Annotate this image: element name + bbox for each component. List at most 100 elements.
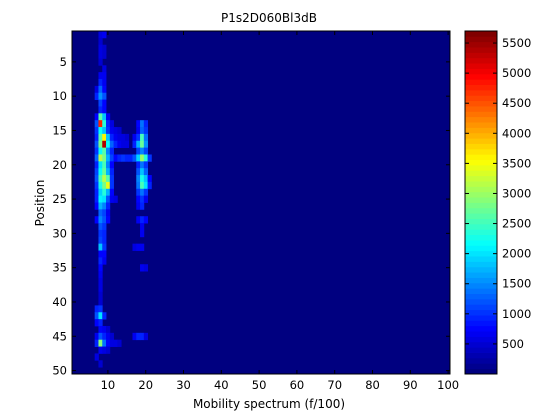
heatmap-cell [113, 140, 118, 149]
heatmap-cell [109, 188, 114, 197]
heatmap-cell [94, 353, 99, 361]
colorbar-band [465, 68, 497, 75]
heatmap-cell [94, 147, 99, 155]
heatmap-cell [136, 188, 141, 197]
heatmap-cell [117, 140, 122, 149]
heatmap-cell [109, 175, 114, 183]
heatmap-cell [140, 195, 145, 203]
colorbar-band [465, 191, 497, 198]
heatmap-cell [140, 168, 145, 176]
heatmap-cell [143, 168, 148, 176]
heatmap-cell [106, 195, 111, 203]
heatmap-cell [136, 161, 141, 169]
heatmap-cell [143, 154, 148, 162]
heatmap-cell [106, 346, 111, 354]
heatmap-cell [102, 332, 107, 341]
chart-title: P1s2D060Bl3dB [221, 11, 317, 25]
heatmap-cell [98, 298, 103, 306]
heatmap-cell [117, 127, 122, 135]
heatmap-cell [98, 291, 103, 299]
heatmap-cell [106, 332, 111, 341]
x-axis-ticks: 10 20 30 40 50 60 70 80 90 100 [101, 31, 459, 392]
heatmap-cell [140, 223, 145, 231]
heatmap-cell [98, 243, 103, 251]
y-tick-label: 45 [52, 329, 67, 343]
colorbar-tick-label: 3500 [502, 156, 531, 170]
colorbar-band [465, 143, 497, 150]
heatmap-cell [143, 188, 148, 197]
heatmap-cell [109, 127, 114, 135]
heatmap-cell [98, 113, 103, 121]
heatmap-cell [136, 332, 141, 341]
heatmap-cell [147, 154, 152, 162]
heatmap-cell [102, 147, 107, 155]
heatmap-cell [98, 325, 103, 334]
colorbar-band [465, 132, 497, 139]
colorbar-band [465, 164, 497, 171]
colorbar-tick-label: 2500 [502, 217, 531, 231]
heatmap-cell [98, 277, 103, 286]
colorbar-band [465, 175, 497, 182]
colorbar-band [465, 111, 497, 118]
colorbar-tick-label: 4500 [502, 96, 531, 110]
heatmap-cell [102, 223, 107, 231]
heatmap-cell [140, 264, 145, 272]
heatmap-cell [98, 168, 103, 176]
heatmap-cell [143, 175, 148, 183]
heatmap-cell [98, 120, 103, 128]
heatmap-cell [102, 346, 107, 354]
heatmap-cell [98, 127, 103, 135]
colorbar-band [465, 84, 497, 91]
colorbar-bands [465, 31, 497, 375]
heatmap-cell [102, 243, 107, 251]
heatmap-cell [102, 51, 107, 59]
heatmap-cell [143, 161, 148, 169]
colorbar-band [465, 250, 497, 257]
x-axis-label: Mobility spectrum (f/100) [193, 397, 345, 411]
heatmap-cell [98, 223, 103, 231]
heatmap-cell [94, 195, 99, 203]
colorbar-band [465, 41, 497, 48]
x-tick-label: 50 [252, 378, 267, 392]
colorbar-band [465, 347, 497, 353]
heatmap-plot: 10 20 30 40 50 60 70 80 90 100 510152025303540455… [52, 30, 459, 392]
heatmap-cell [102, 229, 107, 238]
y-tick-label: 15 [52, 123, 67, 137]
colorbar-band [465, 63, 497, 69]
heatmap-cell [140, 202, 145, 210]
heatmap-cell [94, 312, 99, 320]
heatmap-cell [143, 127, 148, 135]
heatmap-cell [106, 168, 111, 176]
heatmap-cell [94, 92, 99, 100]
y-axis-label: Position [33, 180, 47, 227]
colorbar-band [465, 234, 497, 241]
heatmap-cell [102, 113, 107, 121]
heatmap-cell [102, 133, 107, 142]
heatmap-cell [140, 147, 145, 155]
heatmap-cell [143, 133, 148, 142]
heatmap-cell [102, 312, 107, 320]
heatmap-cell [98, 31, 103, 39]
heatmap-cell [102, 72, 107, 80]
heatmap-cell [109, 140, 114, 149]
heatmap-cell [102, 188, 107, 197]
y-tick-label: 10 [52, 89, 67, 103]
heatmap-cell [106, 181, 111, 190]
heatmap-cell [94, 85, 99, 94]
colorbar-tick-label: 500 [502, 337, 524, 351]
colorbar-band [465, 122, 497, 128]
heatmap-cell [98, 51, 103, 59]
colorbar-band [465, 282, 497, 289]
heatmap-cell [106, 175, 111, 183]
heatmap-cell [98, 209, 103, 217]
x-tick-label: 10 [101, 378, 116, 392]
colorbar-tick-label: 5000 [502, 66, 531, 80]
heatmap-cell [102, 154, 107, 162]
heatmap-cell [98, 216, 103, 224]
heatmap-cell [102, 325, 107, 334]
colorbar-band [465, 315, 497, 321]
heatmap-cell [136, 147, 141, 155]
heatmap-cell [140, 161, 145, 169]
heatmap-cell [98, 161, 103, 169]
colorbar-band [465, 106, 497, 112]
